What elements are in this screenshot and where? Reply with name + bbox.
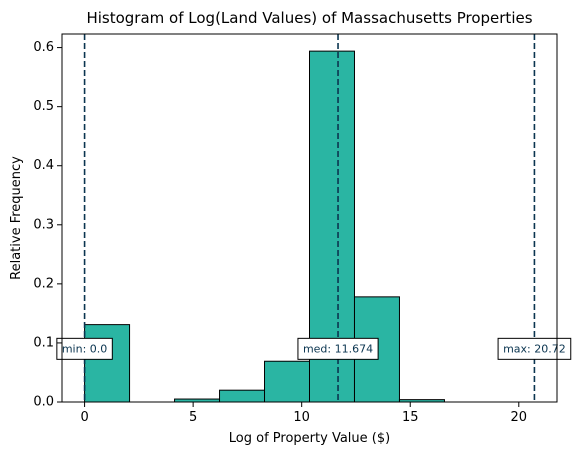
plot-frame [61, 33, 558, 403]
y-tick-label-3: 0.3 [33, 217, 54, 232]
y-axis-label: Relative Frequency [9, 156, 24, 280]
annotations-group: min: 0.0 med: 11.674 max: 20.72 [56, 337, 572, 360]
x-tick-label-3: 15 [402, 410, 419, 425]
annotation-box-0 [56, 337, 113, 360]
y-tick-label-0: 0.0 [33, 395, 54, 410]
y-tick-label-6: 0.6 [33, 40, 54, 55]
annotation-label-0: min: 0.0 [62, 342, 107, 355]
x-ticks-group: 0 5 10 15 20 [80, 402, 527, 425]
annotation-label-2: max: 20.72 [503, 342, 566, 355]
chart-title: Histogram of Log(Land Values) of Massach… [86, 9, 532, 27]
x-axis-label: Log of Property Value ($) [229, 431, 390, 446]
y-tick-label-4: 0.4 [33, 158, 54, 173]
x-tick-label-2: 10 [293, 410, 310, 425]
y-tick-label-5: 0.5 [33, 99, 54, 114]
x-tick-label-1: 5 [189, 410, 197, 425]
histogram-bar-4 [264, 360, 310, 403]
annotation-label-1: med: 11.674 [303, 342, 373, 355]
x-tick-label-4: 20 [511, 410, 528, 425]
bars-group [84, 50, 445, 403]
y-tick-label-1: 0.1 [33, 335, 54, 350]
y-ticks-group: 0.0 0.1 0.2 0.3 0.4 0.5 0.6 [33, 40, 62, 410]
y-tick-label-2: 0.2 [33, 276, 54, 291]
x-tick-label-0: 0 [80, 410, 88, 425]
annotation-box-2 [497, 337, 572, 360]
histogram-bar-3 [219, 389, 266, 403]
annotation-box-1 [297, 337, 379, 360]
histogram-bar-0 [84, 324, 131, 403]
